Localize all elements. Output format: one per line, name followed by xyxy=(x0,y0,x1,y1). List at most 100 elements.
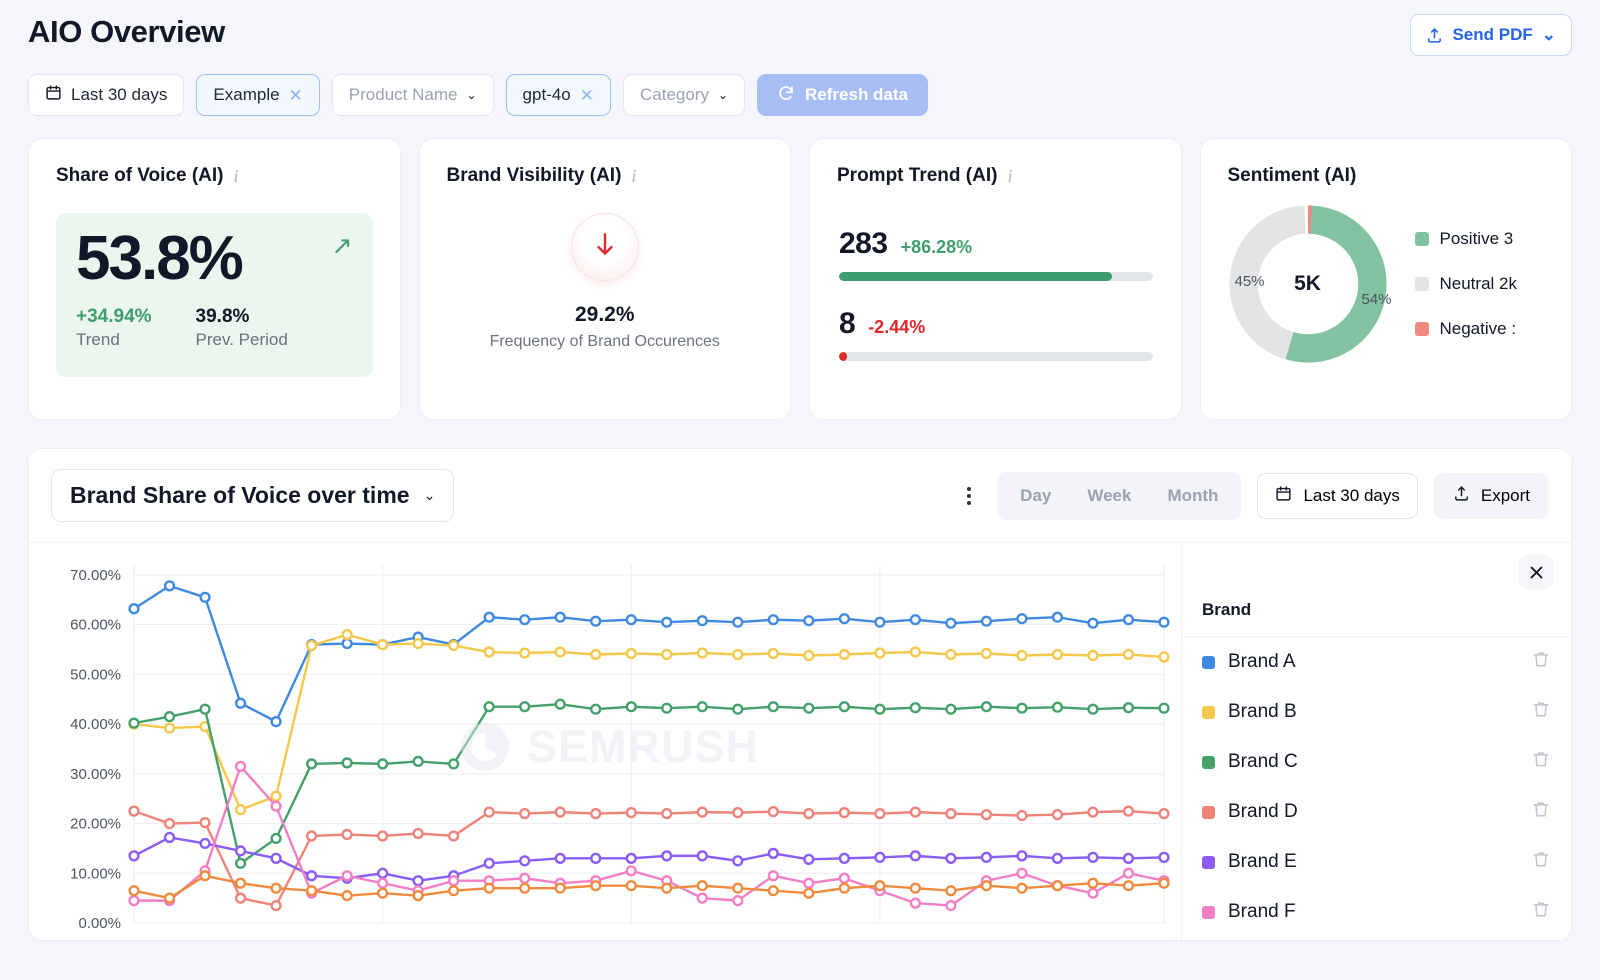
brand-legend-row[interactable]: Brand C xyxy=(1182,737,1571,787)
panel-header-controls: Day Week Month Last 30 days xyxy=(957,471,1549,520)
trash-icon[interactable] xyxy=(1531,899,1551,925)
brand-legend-row[interactable]: Brand A xyxy=(1182,637,1571,687)
brand-color-swatch xyxy=(1202,805,1215,819)
refresh-icon xyxy=(777,84,795,107)
brand-legend-row[interactable]: Brand B xyxy=(1182,687,1571,737)
brand-legend-row[interactable]: Brand F xyxy=(1182,887,1571,937)
chart-date-range-label: Last 30 days xyxy=(1303,485,1400,505)
brand-legend-row[interactable]: Brand D xyxy=(1182,787,1571,837)
brand-visibility-value: 29.2% xyxy=(574,303,635,326)
trash-icon[interactable] xyxy=(1531,699,1551,725)
donut-center-value: 5K xyxy=(1294,272,1321,295)
refresh-data-button[interactable]: Refresh data xyxy=(757,74,929,116)
trend-stat: +34.94% Trend xyxy=(76,306,152,350)
prompt-trend-progress xyxy=(839,272,1153,281)
trash-icon[interactable] xyxy=(1531,749,1551,775)
close-icon[interactable]: ✕ xyxy=(288,85,303,105)
prompt-trend-delta: +86.28% xyxy=(900,237,973,257)
close-icon xyxy=(1530,566,1542,578)
y-axis-tick-label: 30.00% xyxy=(70,766,121,783)
donut-svg xyxy=(1228,205,1387,363)
export-button[interactable]: Export xyxy=(1433,472,1549,519)
info-icon[interactable]: i xyxy=(233,165,239,186)
send-pdf-label: Send PDF xyxy=(1452,25,1533,44)
legend-swatch xyxy=(1414,322,1429,336)
legend-item-positive[interactable]: Positive 3 xyxy=(1414,229,1517,249)
page-title: AIO Overview xyxy=(28,14,225,49)
chart-date-range-button[interactable]: Last 30 days xyxy=(1257,472,1418,519)
trend-label: Trend xyxy=(76,330,120,350)
granularity-week[interactable]: Week xyxy=(1087,485,1132,505)
info-icon[interactable]: i xyxy=(1007,165,1013,186)
date-range-label: Last 30 days xyxy=(71,85,168,104)
refresh-data-label: Refresh data xyxy=(805,85,909,104)
prompt-trend-row: 283 +86.28% xyxy=(839,227,1153,281)
sentiment-donut-chart: 5K 45% 54% xyxy=(1223,199,1393,369)
product-name-label: Product Name xyxy=(348,85,458,104)
legend-label: Positive 3 xyxy=(1439,229,1514,248)
sentiment-body: 5K 45% 54% Positive 3 Neutral 2k xyxy=(1201,199,1572,369)
info-icon[interactable]: i xyxy=(631,165,637,186)
export-label: Export xyxy=(1480,485,1530,505)
brand-visibility-body: 29.2% Frequency of Brand Occurences xyxy=(420,213,791,351)
trash-icon[interactable] xyxy=(1531,649,1551,675)
send-pdf-button[interactable]: Send PDF ⌄ xyxy=(1410,14,1572,56)
arrow-down-badge xyxy=(570,213,639,281)
panel-header: Brand Share of Voice over time ⌄ Day Wee… xyxy=(29,449,1571,543)
chevron-down-icon: ⌄ xyxy=(466,88,477,102)
sentiment-card: Sentiment (AI) 5K 45% 54% Positi xyxy=(1199,138,1572,420)
granularity-month[interactable]: Month xyxy=(1167,485,1219,505)
granularity-day[interactable]: Day xyxy=(1020,485,1052,505)
calendar-icon xyxy=(45,84,62,106)
legend-item-neutral[interactable]: Neutral 2k xyxy=(1414,274,1517,294)
y-axis-tick-label: 20.00% xyxy=(70,816,121,833)
brand-color-swatch xyxy=(1202,855,1215,869)
upload-icon xyxy=(1426,27,1443,44)
brand-visibility-card: Brand Visibility (AI) i 29.2% Frequency … xyxy=(418,138,791,420)
donut-label-neutral: 45% xyxy=(1234,273,1265,290)
trend-up-arrow-icon: ↗ xyxy=(331,232,353,260)
brand-legend-row[interactable]: Brand E xyxy=(1182,837,1571,887)
y-axis-tick-label: 60.00% xyxy=(70,617,121,634)
brand-label: Brand F xyxy=(1228,901,1296,922)
brand-color-swatch xyxy=(1202,905,1215,919)
category-filter[interactable]: Category ⌄ xyxy=(622,74,746,116)
brand-filter-chip[interactable]: Example ✕ xyxy=(196,74,320,116)
prompt-trend-number: 283 xyxy=(839,227,888,260)
chart-title: Brand Share of Voice over time xyxy=(70,482,410,508)
brand-column-header: Brand xyxy=(1182,543,1571,637)
donut-slice-neutral xyxy=(1228,205,1387,363)
brand-visibility-caption: Frequency of Brand Occurences xyxy=(489,333,720,350)
chevron-down-icon: ⌄ xyxy=(717,88,729,102)
trash-icon[interactable] xyxy=(1531,849,1551,875)
brand-label: Brand E xyxy=(1228,851,1297,872)
panel-body: 0.00% 10.00% 20.00% 30.00% 40.00% 50.00% 60.00… xyxy=(29,543,1571,940)
granularity-toggle: Day Week Month xyxy=(997,471,1242,520)
chart-metric-selector[interactable]: Brand Share of Voice over time ⌄ xyxy=(51,469,455,522)
series-brand-c xyxy=(128,698,1170,869)
brand-legend-row[interactable]: Brand G xyxy=(1182,937,1571,940)
date-range-filter[interactable]: Last 30 days xyxy=(28,74,185,116)
more-options-icon[interactable] xyxy=(957,481,981,511)
arrow-down-icon xyxy=(592,230,618,265)
prompt-trend-card: Prompt Trend (AI) i 283 +86.28% 8 xyxy=(809,138,1182,420)
kpi-card-row: Share of Voice (AI) i ↗ 53.8% +34.94% Tr… xyxy=(0,116,1600,420)
brand-color-swatch xyxy=(1202,655,1215,669)
model-filter-chip[interactable]: gpt-4o ✕ xyxy=(505,74,611,116)
y-axis-tick-label: 0.00% xyxy=(78,915,121,932)
product-name-filter[interactable]: Product Name ⌄ xyxy=(331,74,494,116)
legend-swatch xyxy=(1414,232,1429,246)
card-title: Share of Voice (AI) i xyxy=(29,139,400,187)
legend-item-negative[interactable]: Negative : xyxy=(1414,319,1517,339)
brand-filter-label: Example xyxy=(213,85,280,104)
y-axis-tick-label: 70.00% xyxy=(70,567,121,584)
sentiment-title: Sentiment (AI) xyxy=(1227,165,1357,186)
top-bar: AIO Overview Send PDF ⌄ xyxy=(0,0,1600,56)
share-of-voice-value: 53.8% xyxy=(76,224,244,293)
close-legend-button[interactable] xyxy=(1519,555,1553,589)
close-icon[interactable]: ✕ xyxy=(579,85,594,105)
trash-icon[interactable] xyxy=(1531,799,1551,825)
line-chart-svg: 0.00% 10.00% 20.00% 30.00% 40.00% 50.00% 60.00… xyxy=(70,565,1170,932)
prev-period-value: 39.8% xyxy=(195,306,250,328)
y-axis-tick-label: 50.00% xyxy=(70,666,121,683)
